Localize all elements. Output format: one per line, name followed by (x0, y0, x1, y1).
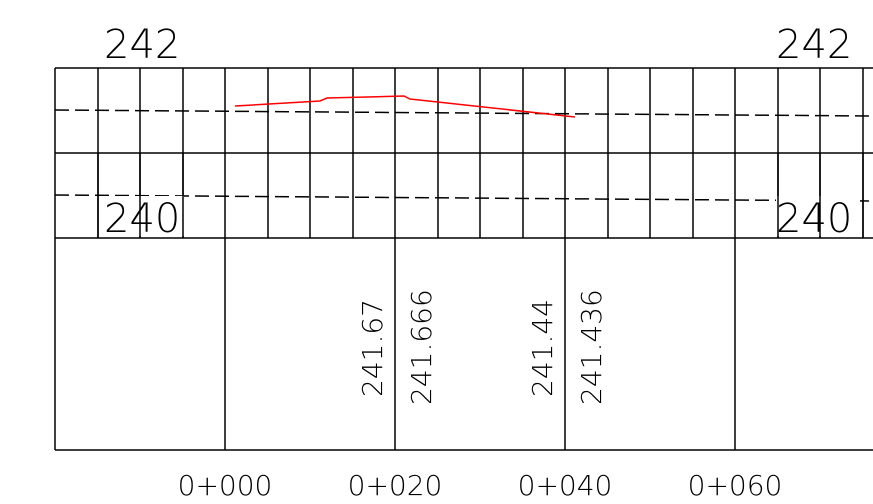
grid-upper (54, 67, 873, 450)
station-label-60: 0+060 (688, 469, 783, 502)
elevation-label-240-right: 240 (776, 196, 852, 242)
station-label-0: 0+000 (178, 469, 273, 502)
profile-line (234, 95, 576, 118)
dashed-reference-lines (54, 109, 873, 202)
station-label-40: 0+040 (518, 469, 613, 502)
elevation-label-240-left: 240 (104, 196, 180, 242)
value-label-2: 241.666 (405, 289, 438, 405)
value-label-3: 241.44 (526, 299, 559, 397)
value-label-4: 241.436 (575, 289, 608, 405)
elevation-label-242-left: 242 (104, 22, 180, 68)
value-label-1: 241.67 (356, 299, 389, 397)
elevation-label-242-right: 242 (776, 22, 852, 68)
station-label-20: 0+020 (348, 469, 443, 502)
